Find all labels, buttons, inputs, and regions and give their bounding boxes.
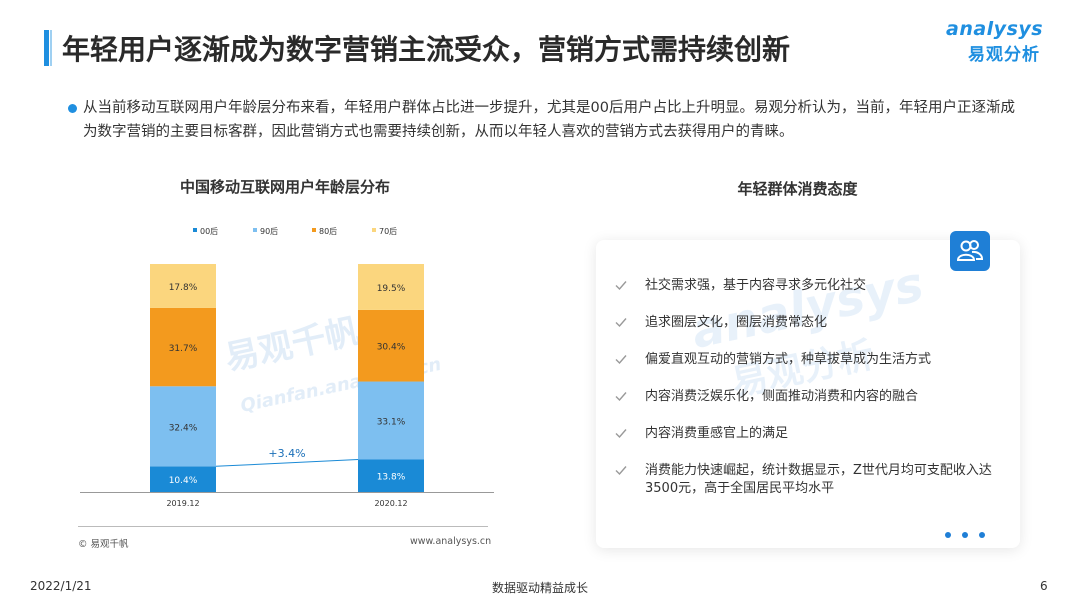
bar-value-label: 33.1% bbox=[377, 418, 406, 428]
bar-segment bbox=[150, 307, 216, 387]
attitude-item-text: 内容消费泛娱乐化，侧面推动消费和内容的融合 bbox=[645, 389, 919, 404]
users-icon bbox=[950, 231, 990, 271]
trend-annotation-label: +3.4% bbox=[268, 447, 305, 460]
chart-x-labels: 2019.12 2020.12 bbox=[166, 499, 407, 508]
check-icon bbox=[615, 318, 627, 328]
attitude-item-text: 追求圈层文化，圈层消费常态化 bbox=[645, 315, 828, 330]
analysys-logo: analysys 易观分析 bbox=[946, 18, 1056, 70]
title-accent-bar bbox=[44, 30, 49, 66]
footer-page-number: 6 bbox=[1040, 579, 1048, 593]
check-icon bbox=[615, 355, 627, 365]
panel-title: 年轻群体消费态度 bbox=[737, 180, 858, 198]
bar-value-label: 13.8% bbox=[377, 473, 406, 483]
consumption-attitude-panel bbox=[596, 240, 1020, 548]
bar-segment bbox=[150, 386, 216, 467]
attitude-item-text: 内容消费重感官上的满足 bbox=[645, 426, 789, 441]
bar-segment bbox=[358, 309, 424, 382]
bar-value-label: 30.4% bbox=[377, 343, 406, 353]
dot-2 bbox=[962, 532, 968, 538]
attitude-item-text: 偏爱直观互动的营销方式，种草拔草成为生活方式 bbox=[645, 352, 932, 367]
attitude-item-text: 社交需求强，基于内容寻求多元化社交 bbox=[645, 278, 867, 293]
chart-trend-annotation: +3.4% bbox=[215, 447, 359, 467]
legend-label: 00后 bbox=[200, 226, 218, 236]
chart-legend: 00后 90后 80后 70后 bbox=[193, 226, 397, 236]
attitude-list: 社交需求强，基于内容寻求多元化社交 追求圈层文化，圈层消费常态化偏爱直观互动的营销… bbox=[614, 277, 994, 517]
legend-swatch bbox=[372, 228, 376, 232]
intro-paragraph: 从当前移动互联网用户年龄层分布来看，年轻用户群体占比进一步提升，尤其是00后用户… bbox=[83, 100, 1015, 140]
legend-label: 80后 bbox=[319, 226, 337, 236]
chart-source-divider bbox=[78, 526, 488, 527]
check-icon bbox=[615, 392, 627, 402]
footer-date: 2022/1/21 bbox=[30, 579, 92, 593]
check-icon bbox=[615, 429, 627, 439]
bar-segment bbox=[150, 466, 216, 492]
attitude-item: 消费能力快速崛起，统计数据显示，Z世代月均可支配收入达3500元，高于全国居民平… bbox=[614, 462, 994, 498]
chart-source-left: © 易观千帆 bbox=[78, 539, 129, 550]
bar-value-label: 17.8% bbox=[169, 283, 198, 293]
bar-value-label: 32.4% bbox=[169, 423, 198, 433]
bar-segment bbox=[358, 381, 424, 460]
attitude-item-text: 消费能力快速崛起，统计数据显示，Z世代月均可支配收入达3500元，高于全国居民平… bbox=[645, 463, 992, 496]
legend-swatch bbox=[193, 228, 197, 232]
x-tick-label: 2020.12 bbox=[374, 499, 407, 508]
logo-text-en: analysys bbox=[946, 18, 1044, 40]
check-icon bbox=[615, 281, 627, 291]
chart-bars: 10.4% 32.4% 31.7% 17.8% 13.8% 33.1% 30.4% 19.5% bbox=[150, 264, 424, 492]
title-accent-bar-light bbox=[50, 30, 52, 66]
logo-text-cn: 易观分析 bbox=[968, 45, 1040, 65]
dot-3 bbox=[979, 532, 985, 538]
page-title: 年轻用户逐渐成为数字营销主流受众，营销方式需持续创新 bbox=[62, 33, 791, 66]
attitude-item: 社交需求强，基于内容寻求多元化社交 bbox=[614, 277, 994, 295]
bar-value-label: 19.5% bbox=[377, 284, 406, 294]
legend-label: 70后 bbox=[379, 226, 397, 236]
bar-value-label: 31.7% bbox=[169, 344, 198, 354]
bar-value-label: 10.4% bbox=[169, 476, 198, 486]
x-tick-label: 2019.12 bbox=[166, 499, 199, 508]
bullet-dot-icon bbox=[68, 104, 77, 113]
pagination-dots bbox=[945, 523, 996, 542]
chart-source-right: www.analysys.cn bbox=[410, 536, 492, 547]
bar-segment bbox=[358, 264, 424, 310]
trend-line bbox=[215, 458, 359, 467]
watermark-cn: 易观千帆 bbox=[222, 311, 363, 378]
attitude-item: 偏爱直观互动的营销方式，种草拔草成为生活方式 bbox=[614, 351, 994, 369]
dot-1 bbox=[945, 532, 951, 538]
legend-swatch bbox=[312, 228, 316, 232]
attitude-item: 追求圈层文化，圈层消费常态化 bbox=[614, 314, 994, 332]
check-icon bbox=[615, 466, 627, 476]
bar-segment bbox=[358, 459, 424, 492]
legend-label: 90后 bbox=[260, 226, 278, 236]
footer-slogan: 数据驱动精益成长 bbox=[491, 581, 588, 595]
legend-swatch bbox=[253, 228, 257, 232]
attitude-item: 内容消费泛娱乐化，侧面推动消费和内容的融合 bbox=[614, 388, 994, 406]
bar-segment bbox=[150, 264, 216, 308]
chart-title: 中国移动互联网用户年龄层分布 bbox=[179, 178, 390, 196]
attitude-item: 内容消费重感官上的满足 bbox=[614, 425, 994, 443]
